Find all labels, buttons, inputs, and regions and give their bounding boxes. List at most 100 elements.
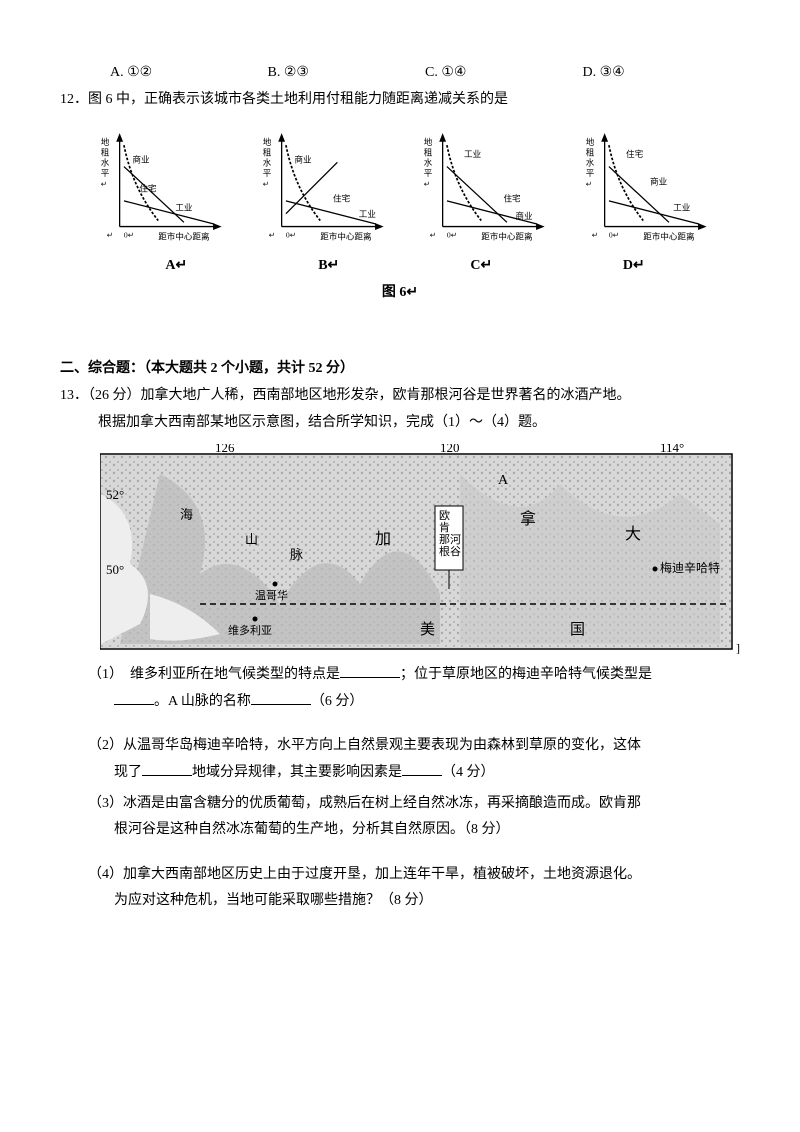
q13-num: 13． xyxy=(60,388,88,403)
svg-text:商业: 商业 xyxy=(650,176,668,187)
sub2-t4: （4 分） xyxy=(442,765,495,780)
label-a: A↵ xyxy=(100,253,253,280)
svg-text:住宅: 住宅 xyxy=(504,193,522,204)
sub3-t1: 冰酒是由富含糖分的优质葡萄，成熟后在树上经自然冰冻，再采摘酿造而成。欧肯那 xyxy=(123,796,641,811)
map-mtn: 山 xyxy=(245,532,258,547)
svg-text:]: ] xyxy=(736,641,740,654)
sub1-blank2 xyxy=(114,704,154,705)
map-sea: 海 xyxy=(180,507,193,522)
sub1-label: （1） xyxy=(88,667,123,682)
fig6-caption: 图 6↵ xyxy=(60,280,740,307)
svg-text:谷: 谷 xyxy=(450,545,461,558)
map-medicine: 梅迪辛哈特 xyxy=(660,560,720,575)
svg-text:工业: 工业 xyxy=(175,202,193,212)
sub1-t2: ；位于草原地区的梅迪辛哈特气候类型是 xyxy=(400,667,652,682)
svg-text:↵: ↵ xyxy=(101,179,107,188)
svg-text:那: 那 xyxy=(439,533,450,546)
label-d: D↵ xyxy=(558,253,711,280)
q13-sub2-cont: 现了地域分异规律，其主要影响因素是（4 分） xyxy=(60,760,740,787)
opt-d: D. ③④ xyxy=(583,60,741,87)
svg-text:距市中心距离: 距市中心距离 xyxy=(158,231,210,242)
map-A: A xyxy=(498,473,509,488)
svg-text:住宅: 住宅 xyxy=(139,183,157,194)
svg-text:0↵: 0↵ xyxy=(286,231,296,240)
svg-text:地: 地 xyxy=(101,136,110,147)
svg-text:租: 租 xyxy=(424,148,433,158)
chart-labels: A↵ B↵ C↵ D↵ xyxy=(100,253,710,280)
svg-text:欧: 欧 xyxy=(439,509,450,522)
svg-text:工业: 工业 xyxy=(673,202,691,212)
sub3-label: （3） xyxy=(88,796,123,811)
map-vancouver: 温哥华 xyxy=(255,588,288,602)
map-victoria: 维多利亚 xyxy=(228,623,272,637)
q13-sub3: （3）冰酒是由富含糖分的优质葡萄，成熟后在树上经自然冰冻，再采摘酿造而成。欧肯那 xyxy=(60,791,740,818)
svg-text:水: 水 xyxy=(586,157,595,168)
svg-text:↵: ↵ xyxy=(430,231,436,240)
sub1-t3: 。A 山脉的名称 xyxy=(154,694,251,709)
svg-text:租: 租 xyxy=(262,148,271,158)
lon-120: 120 xyxy=(440,444,460,455)
sub2-blank1 xyxy=(142,775,192,776)
svg-text:距市中心距离: 距市中心距离 xyxy=(320,231,372,242)
svg-text:工业: 工业 xyxy=(464,149,482,159)
q11-options: A. ①② B. ②③ C. ①④ D. ③④ xyxy=(60,60,740,87)
sub2-label: （2） xyxy=(88,738,123,753)
svg-text:租: 租 xyxy=(586,148,595,158)
sub1-blank3 xyxy=(251,704,311,705)
svg-text:水: 水 xyxy=(101,157,110,168)
q13-line1: 13．（26 分）加拿大地广人稀，西南部地区地形发杂，欧肯那根河谷是世界著名的冰… xyxy=(60,383,740,410)
section2-title: 二、综合题：（本大题共 2 个小题，共计 52 分） xyxy=(60,356,740,383)
q13-sub1: （1） 维多利亚所在地气候类型的特点是 ；位于草原地区的梅迪辛哈特气候类型是 xyxy=(60,662,740,689)
svg-text:↵: ↵ xyxy=(262,179,268,188)
chart-c: 地租 水平 ↵ 工业 住宅 商业 ↵ 0↵ 距市中心距离 xyxy=(413,128,558,248)
sub2-blank2 xyxy=(402,775,442,776)
sub2-t3: 地域分异规律，其主要影响因素是 xyxy=(192,765,402,780)
q12-text: 12．图 6 中，正确表示该城市各类土地利用付租能力随距离递减关系的是 xyxy=(60,87,740,114)
chart-b: 地租 水平 ↵ 商业 住宅 工业 ↵ 0↵ 距市中心距离 xyxy=(252,128,397,248)
map-da: 大 xyxy=(625,525,641,543)
svg-text:地: 地 xyxy=(424,136,433,147)
svg-text:0↵: 0↵ xyxy=(609,231,619,240)
svg-text:平: 平 xyxy=(262,168,271,178)
canada-map: 126 120 114° 52° 50° 海 山 脉 加 拿 大 A 欧 肯 那… xyxy=(100,444,740,654)
lon-126: 126 xyxy=(215,444,235,455)
svg-text:住宅: 住宅 xyxy=(626,148,644,159)
svg-text:距市中心距离: 距市中心距离 xyxy=(482,231,534,242)
q13-sub2: （2）从温哥华岛梅迪辛哈特，水平方向上自然景观主要表现为由森林到草原的变化，这体 xyxy=(60,733,740,760)
opt-a: A. ①② xyxy=(110,60,268,87)
svg-text:地: 地 xyxy=(586,136,595,147)
svg-text:↵: ↵ xyxy=(592,231,598,240)
lat-50: 50° xyxy=(106,562,124,577)
chart-row: 地租 水平 ↵ 商业 住宅 工业 ↵ 0↵ 距市中心距离 地租 水平 ↵ 商业 … xyxy=(90,128,720,248)
svg-text:平: 平 xyxy=(424,168,433,178)
q13-sub4: （4）加拿大西南部地区历史上由于过度开垦，加上连年干旱，植被破坏，土地资源退化。 xyxy=(60,862,740,889)
chart-d: 地租 水平 ↵ 住宅 商业 工业 ↵ 0↵ 距市中心距离 xyxy=(575,128,720,248)
map-container: 126 120 114° 52° 50° 海 山 脉 加 拿 大 A 欧 肯 那… xyxy=(100,444,710,654)
sub1-t1: 维多利亚所在地气候类型的特点是 xyxy=(130,667,340,682)
svg-text:距市中心距离: 距市中心距离 xyxy=(643,231,695,242)
q13-line2: 根据加拿大西南部某地区示意图，结合所学知识，完成（1）～（4）题。 xyxy=(60,410,740,437)
chart-a: 地租 水平 ↵ 商业 住宅 工业 ↵ 0↵ 距市中心距离 xyxy=(90,128,235,248)
svg-text:↵: ↵ xyxy=(586,179,592,188)
svg-text:河: 河 xyxy=(450,533,461,546)
svg-text:↵: ↵ xyxy=(424,179,430,188)
svg-text:肯: 肯 xyxy=(439,521,450,534)
sub4-label: （4） xyxy=(88,867,123,882)
svg-text:商业: 商业 xyxy=(133,153,151,164)
sub1-t4: （6 分） xyxy=(311,694,364,709)
lat-52: 52° xyxy=(106,487,124,502)
q12-body: 图 6 中，正确表示该城市各类土地利用付租能力随距离递减关系的是 xyxy=(88,92,508,107)
svg-text:0↵: 0↵ xyxy=(124,231,134,240)
map-range: 脉 xyxy=(290,547,303,562)
q12-num: 12． xyxy=(60,92,88,107)
svg-text:↵: ↵ xyxy=(268,231,274,240)
q13-sub4-cont: 为应对这种危机，当地可能采取哪些措施？（8 分） xyxy=(60,888,740,915)
q13-sub1-cont: 。A 山脉的名称 （6 分） xyxy=(60,689,740,716)
svg-text:0↵: 0↵ xyxy=(447,231,457,240)
svg-text:根: 根 xyxy=(439,544,450,558)
lon-114: 114° xyxy=(660,444,684,455)
svg-text:↵: ↵ xyxy=(107,231,113,240)
svg-text:地: 地 xyxy=(262,136,271,147)
sub1-blank1 xyxy=(340,677,400,678)
q13-t1: 加拿大地广人稀，西南部地区地形发杂，欧肯那根河谷是世界著名的冰酒产地。 xyxy=(141,388,631,403)
